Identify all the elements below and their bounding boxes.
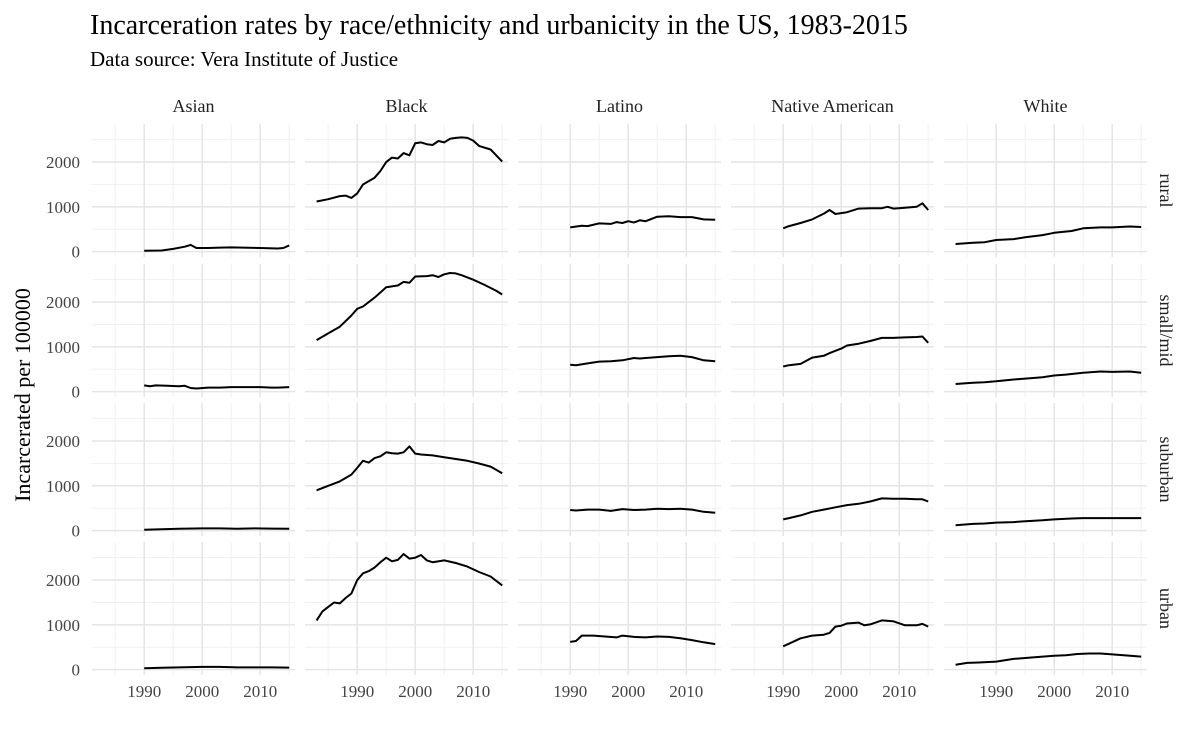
x-tick-label: 2000 (1037, 682, 1071, 701)
y-tick-label: 1000 (46, 338, 80, 357)
x-tick-label: 2010 (456, 682, 490, 701)
series-line-latino-rural (570, 215, 716, 229)
x-tick-label: 2000 (398, 682, 432, 701)
facet-row-label-urban: urban (1156, 588, 1176, 629)
series-line-asian-rural (144, 243, 290, 252)
series-line-black-suburban (316, 445, 503, 492)
x-tick-label: 2000 (824, 682, 858, 701)
y-tick-label: 1000 (46, 616, 80, 635)
x-tick-label: 2000 (185, 682, 219, 701)
x-tick-label: 2010 (669, 682, 703, 701)
y-tick-label: 1000 (46, 477, 80, 496)
y-tick-label: 2000 (46, 293, 80, 312)
series-line-white-rural (955, 225, 1142, 245)
x-tick-label: 2010 (243, 682, 277, 701)
series-line-black-urban (315, 553, 503, 621)
series-line-asian-small-mid (144, 384, 290, 390)
series-line-black-rural (316, 136, 503, 203)
series-line-asian-urban (144, 665, 290, 670)
series-line-white-suburban (955, 517, 1142, 527)
y-tick-label: 1000 (46, 198, 80, 217)
series-line-native-american-small-mid (782, 335, 929, 368)
x-tick-label: 1990 (340, 682, 374, 701)
y-tick-label: 2000 (46, 153, 80, 172)
facet-row-label-suburban: suburban (1156, 437, 1176, 503)
series-line-asian-suburban (144, 527, 290, 531)
y-tick-label: 0 (72, 661, 81, 680)
series-line-latino-suburban (570, 507, 716, 514)
x-tick-label: 2000 (611, 682, 645, 701)
series-line-latino-urban (570, 634, 716, 646)
series-line-white-urban (955, 652, 1142, 666)
facet-grid: Asian Black Latino Native American White rura… (46, 96, 1176, 701)
chart-subtitle: Data source: Vera Institute of Justice (90, 47, 398, 71)
y-tick-label: 0 (72, 383, 81, 402)
x-tick-label: 1990 (127, 682, 161, 701)
facet-row-label-small-mid: small/mid (1156, 295, 1176, 367)
y-axis-label: Incarcerated per 100000 (10, 288, 35, 502)
y-tick-label: 0 (72, 522, 81, 541)
x-tick-label: 2010 (1095, 682, 1129, 701)
facet-column-label-native-american: Native American (771, 96, 893, 116)
facet-column-label-asian: Asian (173, 96, 215, 116)
series-line-native-american-urban (782, 619, 929, 648)
facet-column-label-latino: Latino (596, 96, 643, 116)
x-tick-label: 1990 (979, 682, 1013, 701)
x-tick-label: 1990 (553, 682, 587, 701)
chart-title: Incarceration rates by race/ethnicity an… (90, 10, 908, 41)
x-tick-label: 2010 (882, 682, 916, 701)
series-line-native-american-suburban (782, 497, 929, 521)
y-tick-label: 0 (72, 243, 81, 262)
series-line-native-american-rural (782, 202, 929, 230)
series-line-latino-small-mid (570, 354, 716, 367)
y-tick-label: 2000 (46, 571, 80, 590)
facet-column-label-white: White (1024, 96, 1068, 116)
facet-column-label-black: Black (386, 96, 428, 116)
facet-row-label-rural: rural (1156, 174, 1176, 208)
x-tick-label: 1990 (766, 682, 800, 701)
y-tick-label: 2000 (46, 432, 80, 451)
series-line-black-small-mid (316, 272, 503, 341)
series-line-white-small-mid (955, 370, 1142, 385)
